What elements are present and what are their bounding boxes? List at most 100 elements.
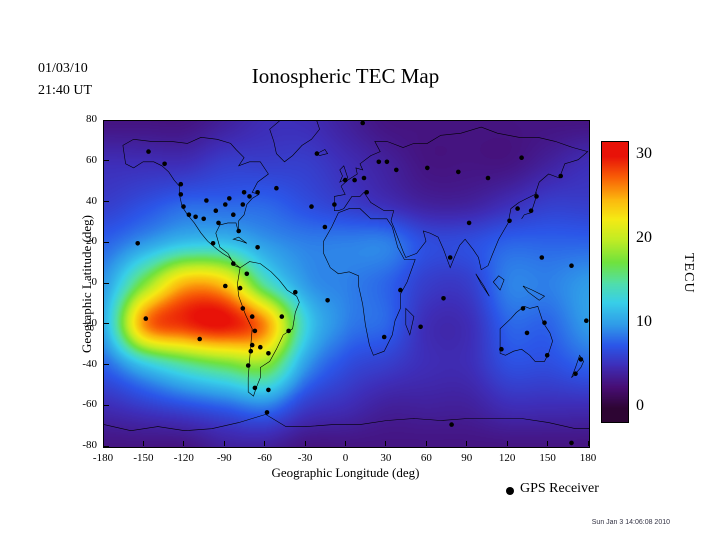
x-tickmark: [547, 441, 549, 446]
gps-receiver-dot: [449, 422, 454, 427]
gps-receiver-dot: [247, 194, 252, 199]
gps-receiver-dot: [249, 314, 255, 319]
x-tick-label: 90: [461, 452, 473, 464]
x-tick-label: 0: [342, 452, 349, 464]
x-tickmark: [385, 441, 387, 446]
gps-receiver-dot: [223, 283, 228, 289]
legend-label: GPS Receiver: [520, 481, 599, 496]
y-tickmark: [104, 445, 109, 447]
coastline: [237, 261, 300, 397]
colorbar: [601, 141, 629, 423]
colorbar-tick-label: 20: [636, 229, 652, 246]
gps-receiver-dot: [528, 208, 534, 213]
gps-receiver-dot: [227, 196, 232, 201]
x-tick-label: 120: [498, 452, 516, 464]
gps-receiver-dot: [240, 306, 246, 311]
gps-receiver-dot: [236, 228, 241, 234]
coastline: [269, 121, 320, 163]
gps-receiver-dot: [569, 263, 574, 268]
coastline: [475, 273, 490, 297]
gps-receiver-dot: [193, 214, 198, 220]
gps-receiver-dot: [293, 289, 298, 295]
x-tick-label: -60: [257, 452, 272, 464]
gps-receiver-dot: [252, 328, 258, 334]
coastline: [334, 126, 589, 271]
gps-receiver-dot: [361, 175, 367, 181]
gps-receiver-dot: [213, 208, 219, 213]
coastline: [104, 414, 589, 432]
gps-receiver-dot: [394, 167, 399, 173]
x-tickmark: [425, 441, 427, 446]
y-tickmark: [104, 241, 109, 243]
y-tick-label: 80: [86, 113, 97, 125]
coastline: [522, 285, 546, 301]
gps-receiver-dot: [542, 320, 547, 325]
x-tick-label: 30: [380, 452, 392, 464]
x-axis-label: Geographic Longitude (deg): [271, 465, 420, 480]
y-tickmark: [104, 404, 109, 406]
gps-receiver-dot: [162, 161, 167, 167]
gps-receiver-dot: [456, 169, 461, 175]
x-tick-label: 180: [579, 452, 597, 464]
gps-receiver-dot: [573, 371, 578, 376]
tec-heatmap-canvas: [104, 121, 589, 447]
coastline: [232, 236, 247, 244]
gps-receiver-dot: [384, 159, 390, 165]
coastline: [122, 136, 269, 268]
x-tickmark: [466, 441, 468, 446]
x-tickmark: [506, 441, 508, 446]
x-tick-label: -150: [133, 452, 154, 464]
gps-receiver-dot: [360, 121, 365, 126]
gps-receiver-dot: [364, 190, 370, 195]
gps-receiver-dot: [524, 330, 530, 336]
gps-receiver-dot: [507, 218, 512, 224]
x-tickmark: [345, 441, 346, 446]
y-tickmark: [104, 364, 109, 365]
gps-receiver-dot: [255, 190, 260, 195]
page-title: Ionospheric TEC Map: [251, 64, 440, 88]
gps-receiver-dot: [240, 202, 246, 207]
gps-receiver-dot: [544, 353, 550, 358]
gps-receiver-dot: [146, 149, 151, 154]
gps-receiver-dot: [342, 177, 348, 183]
gps-receiver-dot: [266, 387, 271, 393]
gps-receiver-dot: [266, 351, 271, 356]
gps-receiver-dot: [376, 159, 382, 165]
gps-receiver-dot: [201, 216, 206, 222]
gps-receiver-dot: [309, 204, 314, 209]
x-tick-label: -90: [216, 452, 232, 464]
gps-receiver-dot: [286, 328, 291, 334]
gps-receiver-dot: [197, 336, 202, 342]
gps-receiver-dot: [447, 255, 453, 260]
x-tickmark: [183, 441, 185, 446]
gps-receiver-dot: [135, 241, 140, 246]
creation-timestamp: Sun Jan 3 14:06:08 2010: [591, 519, 670, 526]
gps-receiver-dot: [381, 334, 387, 340]
gps-receiver-dot: [499, 346, 504, 352]
x-tick-label: 150: [539, 452, 556, 464]
gps-receiver-dot: [534, 194, 539, 199]
y-tickmark: [104, 323, 109, 325]
coastline: [405, 307, 415, 336]
colorbar-tick-label: 30: [636, 145, 652, 162]
world-map-overlay: [104, 121, 589, 446]
gps-receiver-dot: [274, 185, 279, 191]
coastline: [492, 275, 505, 291]
date-label: 01/03/10: [38, 61, 88, 76]
gps-receiver-dot-icon: [506, 487, 514, 495]
gps-receiver-dot: [441, 296, 446, 301]
gps-receiver-dot: [569, 440, 574, 446]
x-tickmark: [264, 441, 266, 446]
y-tick-label: -20: [82, 316, 97, 329]
gps-receiver-dot: [584, 318, 589, 323]
gps-receiver-dot: [255, 245, 260, 250]
y-tickmark: [104, 119, 109, 121]
colorbar-canvas: [602, 142, 628, 422]
gps-receiver-dot: [178, 181, 184, 187]
time-label: 21:40 UT: [38, 83, 93, 98]
gps-receiver-dot: [578, 357, 584, 362]
gps-receiver-dot: [178, 192, 184, 197]
gps-receiver-dot: [252, 385, 258, 391]
gps-receiver-dot: [485, 175, 491, 181]
gps-receiver-dot: [558, 173, 563, 179]
